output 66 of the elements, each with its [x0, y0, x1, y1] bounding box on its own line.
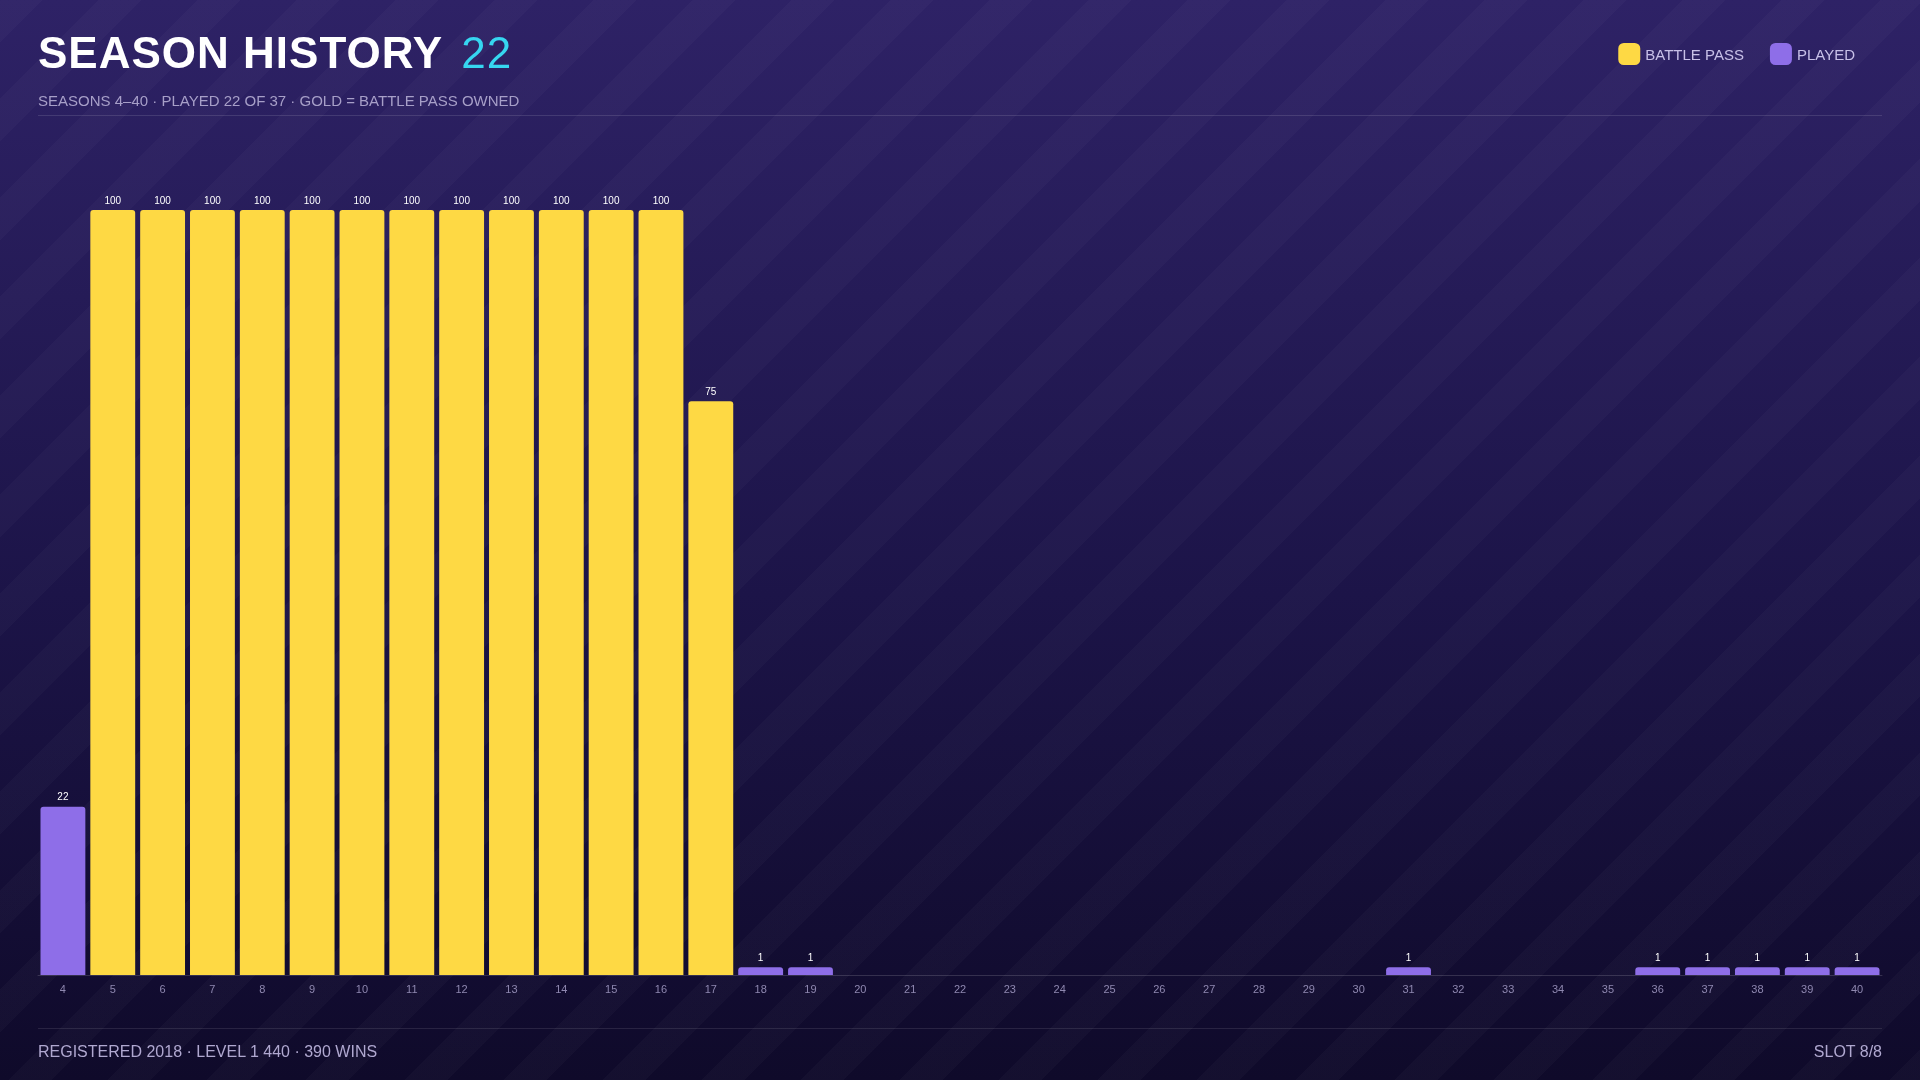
- x-tick-label: 5: [109, 982, 116, 995]
- data-label: 100: [552, 194, 571, 206]
- x-tick-label: 25: [1103, 982, 1116, 995]
- data-label: 75: [705, 385, 717, 397]
- x-tick-label: 12: [455, 982, 468, 995]
- x-tick-label: 30: [1352, 982, 1365, 995]
- x-tick-label: 36: [1651, 982, 1664, 995]
- data-label: 1: [1405, 951, 1412, 963]
- data-label: 100: [403, 194, 421, 206]
- legend-label: PLAYED: [1796, 45, 1856, 63]
- x-tick-label: 39: [1801, 982, 1814, 995]
- legend-label: BATTLE PASS: [1645, 45, 1744, 63]
- x-tick-label: 27: [1203, 982, 1216, 995]
- x-tick-label: 4: [59, 982, 66, 995]
- x-tick-label: 20: [854, 982, 867, 995]
- text: 22: [461, 28, 513, 77]
- data-label: 100: [303, 194, 321, 206]
- x-tick-label: 40: [1850, 982, 1864, 995]
- data-label: 100: [353, 194, 371, 206]
- x-tick-label: 17: [704, 982, 717, 995]
- data-label: 1: [807, 951, 814, 963]
- x-tick-label: 24: [1053, 982, 1066, 995]
- text: REGISTERED 2018 · LEVEL 1 440 · 390 WINS: [38, 1043, 378, 1060]
- x-tick-label: 32: [1452, 982, 1465, 995]
- data-label: 100: [253, 194, 272, 206]
- data-label: 100: [503, 194, 521, 206]
- x-tick-label: 26: [1153, 982, 1166, 995]
- x-tick-label: 15: [605, 982, 618, 995]
- x-tick-label: 8: [259, 982, 266, 995]
- x-tick-label: 34: [1551, 982, 1565, 995]
- text: SLOT 8/8: [1813, 1043, 1882, 1061]
- chart-subtitle: SEASONS 4–40 · PLAYED 22 OF 37 · GOLD = BATTLE PASS OWNED: [38, 92, 1882, 116]
- data-label: 1: [1754, 951, 1761, 963]
- data-label: 1: [1654, 951, 1661, 963]
- x-tick-label: 11: [406, 982, 418, 995]
- x-tick-label: 19: [804, 982, 817, 995]
- data-label: 22: [57, 791, 69, 803]
- chart-title: SEASON HISTORY: [38, 28, 444, 77]
- x-tick-label: 21: [904, 982, 917, 995]
- x-tick-label: 29: [1302, 982, 1315, 995]
- x-tick-label: 14: [555, 982, 568, 995]
- data-label: 1: [1704, 951, 1711, 963]
- x-tick-label: 37: [1701, 982, 1714, 995]
- x-tick-label: 38: [1751, 982, 1764, 995]
- data-label: 1: [1854, 951, 1861, 963]
- data-label: 100: [602, 194, 620, 206]
- data-label: 1: [757, 951, 764, 963]
- x-tick-label: 22: [953, 982, 967, 995]
- x-tick-label: 6: [159, 982, 166, 995]
- x-tick-label: 35: [1601, 982, 1615, 995]
- x-tick-label: 18: [754, 982, 767, 995]
- x-tick-label: 31: [1402, 982, 1415, 995]
- x-tick-label: 33: [1502, 982, 1515, 995]
- x-tick-label: 23: [1003, 982, 1016, 995]
- x-tick-label: 13: [505, 982, 518, 995]
- data-label: 1: [1804, 951, 1811, 963]
- x-tick-label: 28: [1252, 982, 1266, 995]
- data-label: 100: [453, 194, 471, 206]
- x-tick-label: 9: [309, 982, 316, 995]
- data-label: 100: [204, 194, 222, 206]
- x-tick-label: 16: [654, 982, 668, 995]
- data-label: 100: [652, 194, 670, 206]
- data-label: 100: [104, 194, 122, 206]
- x-tick-label: 10: [355, 982, 369, 995]
- data-label: 100: [154, 194, 172, 206]
- x-tick-label: 7: [209, 982, 216, 995]
